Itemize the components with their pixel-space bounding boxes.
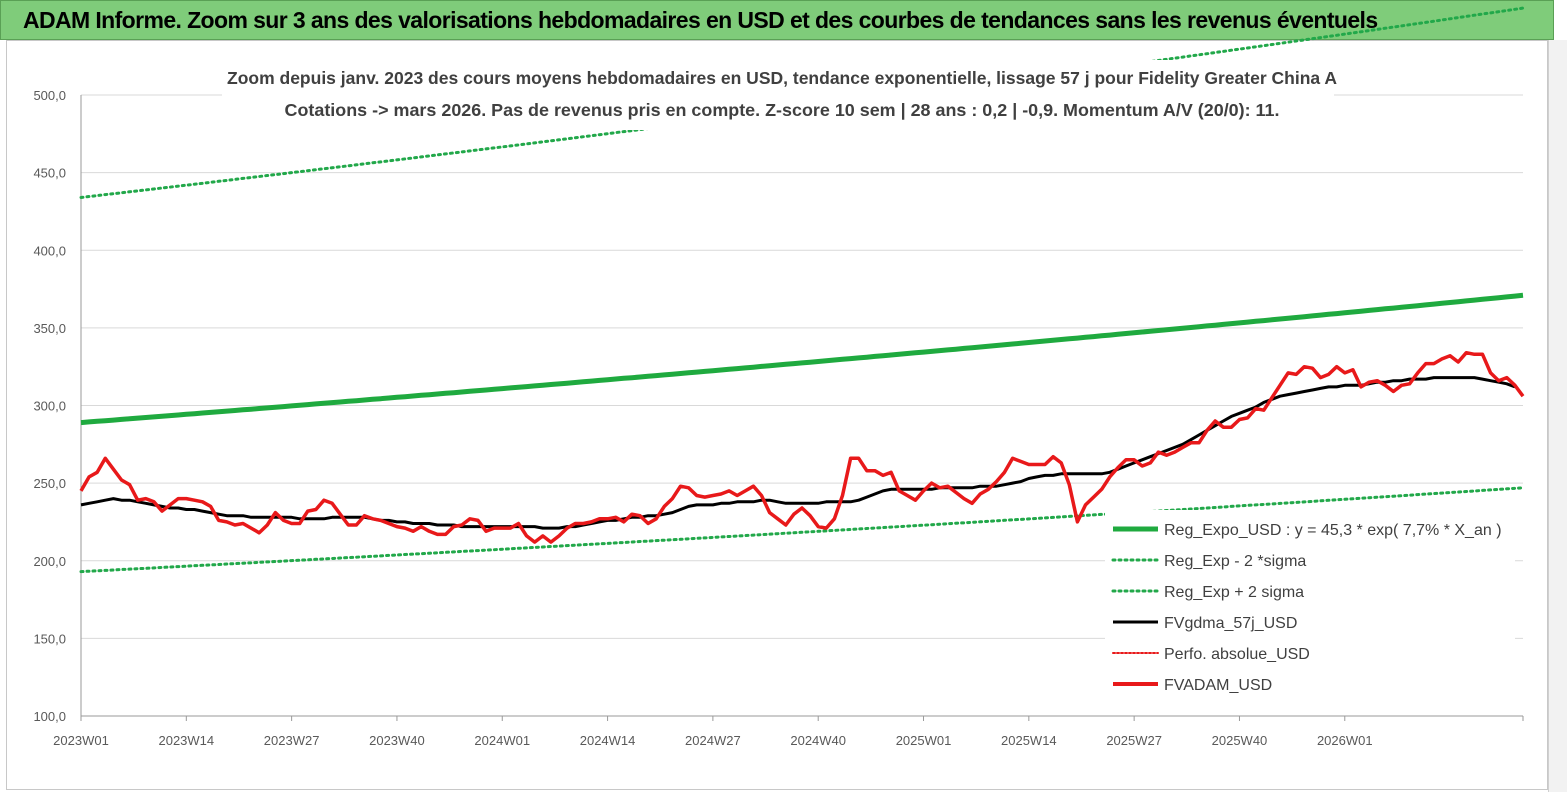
y-tick-label: 250,0 [33, 476, 66, 491]
axis-layer: 100,0 150,0 200,0 250,0 300,0 350,0 400,0 450,0… [33, 88, 1524, 748]
y-tick-label: 200,0 [33, 554, 66, 569]
x-tick-label: 2026W01 [1317, 733, 1373, 748]
series-fvgdma-57j-usd [80, 376, 1516, 530]
series-reg-exp-minus-2sigma [79, 486, 1525, 574]
page-title: ADAM Informe. Zoom sur 3 ans des valoris… [23, 7, 1378, 33]
chart-title: Zoom depuis janv. 2023 des cours moyens … [227, 68, 1337, 88]
x-tick-label: 2023W40 [369, 733, 425, 748]
y-tick-label: 150,0 [33, 631, 66, 646]
legend-label: Perfo. absolue_USD [1164, 646, 1310, 663]
x-tick-label: 2025W14 [1001, 733, 1057, 748]
legend-label: Reg_Exp - 2 *sigma [1164, 553, 1306, 570]
series-reg-expo-usd [80, 292, 1524, 426]
x-tick-label: 2023W14 [158, 733, 214, 748]
side-scrollbar [1548, 40, 1567, 792]
plot-border [6, 40, 1548, 790]
series-fvadam-usd [79, 350, 1525, 544]
legend-label: Reg_Exp + 2 sigma [1164, 584, 1304, 601]
x-tick-label: 2025W01 [896, 733, 952, 748]
y-tick-label: 100,0 [33, 709, 66, 724]
x-tick-label: 2024W14 [580, 733, 636, 748]
legend-label: FVADAM_USD [1164, 677, 1272, 694]
x-tick-label: 2024W01 [474, 733, 530, 748]
legend-background [1105, 510, 1515, 705]
x-tick-label: 2023W01 [53, 733, 109, 748]
chart-subtitle: Cotations -> mars 2026. Pas de revenus p… [285, 100, 1280, 120]
y-tick-label: 300,0 [33, 399, 66, 414]
legend-label: FVgdma_57j_USD [1164, 615, 1297, 632]
y-tick-label: 500,0 [33, 88, 66, 103]
legend: Reg_Expo_USD : y = 45,3 * exp( 7,7% * X_… [1111, 522, 1502, 694]
y-tick-label: 400,0 [33, 243, 66, 258]
x-tick-label: 2024W40 [790, 733, 846, 748]
y-tick-label: 350,0 [33, 321, 66, 336]
x-tick-label: 2024W27 [685, 733, 741, 748]
header-bar: ADAM Informe. Zoom sur 3 ans des valoris… [0, 0, 1554, 40]
legend-label: Reg_Expo_USD : y = 45,3 * exp( 7,7% * X_… [1164, 522, 1502, 539]
x-tick-label: 2025W40 [1212, 733, 1268, 748]
title-background [222, 60, 1334, 130]
x-tick-label: 2025W27 [1106, 733, 1162, 748]
y-tick-label: 450,0 [33, 166, 66, 181]
x-tick-label: 2023W27 [264, 733, 320, 748]
